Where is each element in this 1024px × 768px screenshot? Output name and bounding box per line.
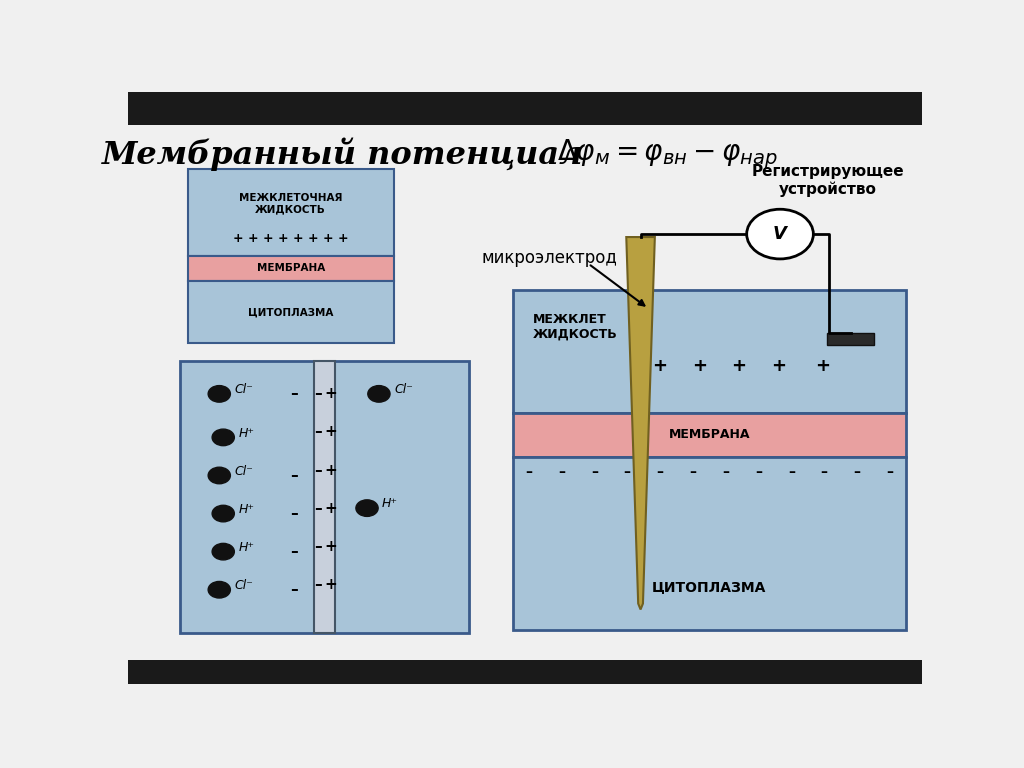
Text: –: –: [887, 465, 893, 478]
Text: H⁺: H⁺: [382, 498, 398, 511]
Text: Cl⁻: Cl⁻: [234, 579, 253, 592]
Circle shape: [368, 386, 390, 402]
Bar: [827, 333, 874, 346]
Circle shape: [208, 386, 230, 402]
Text: –: –: [314, 462, 322, 478]
Text: +: +: [325, 501, 337, 515]
Text: +: +: [325, 386, 337, 402]
Text: +: +: [731, 357, 746, 375]
Bar: [187, 257, 394, 280]
Text: +: +: [771, 357, 786, 375]
Text: +: +: [325, 538, 337, 554]
Text: Cl⁻: Cl⁻: [234, 383, 253, 396]
Text: ЦИТОПЛАЗМА: ЦИТОПЛАЗМА: [248, 307, 334, 317]
Text: +: +: [325, 577, 337, 592]
Text: –: –: [314, 425, 322, 439]
Text: микроэлектрод: микроэлектрод: [481, 249, 617, 266]
Bar: [179, 361, 469, 634]
Circle shape: [212, 544, 234, 560]
Circle shape: [208, 581, 230, 598]
Text: Регистрирующее
устройство: Регистрирующее устройство: [752, 164, 904, 197]
Text: –: –: [558, 465, 565, 478]
Text: H⁺: H⁺: [239, 503, 254, 516]
Text: –: –: [787, 465, 795, 478]
Text: –: –: [820, 465, 827, 478]
Text: +: +: [652, 357, 668, 375]
Text: –: –: [525, 465, 532, 478]
Text: –: –: [689, 465, 696, 478]
Text: –: –: [722, 465, 729, 478]
Text: Мембранный потенциал: Мембранный потенциал: [101, 137, 583, 171]
Text: Cl⁻: Cl⁻: [394, 383, 413, 396]
Text: –: –: [314, 577, 322, 592]
Text: +: +: [325, 425, 337, 439]
Text: МЕЖКЛЕТОЧНАЯ
ЖИДКОСТЬ: МЕЖКЛЕТОЧНАЯ ЖИДКОСТЬ: [239, 193, 342, 215]
Text: –: –: [290, 545, 298, 559]
Text: –: –: [656, 465, 664, 478]
Circle shape: [208, 467, 230, 484]
Text: –: –: [314, 386, 322, 402]
Bar: [513, 412, 905, 457]
Circle shape: [212, 505, 234, 521]
Text: +: +: [325, 462, 337, 478]
Bar: [513, 457, 905, 631]
Circle shape: [212, 429, 234, 445]
Text: –: –: [755, 465, 762, 478]
Bar: [313, 361, 335, 634]
Text: –: –: [290, 386, 298, 402]
Circle shape: [356, 500, 378, 516]
Text: –: –: [854, 465, 860, 478]
Text: –: –: [290, 506, 298, 521]
Text: –: –: [624, 465, 631, 478]
Text: –: –: [591, 465, 598, 478]
Text: МЕЖКЛЕТ
ЖИДКОСТЬ: МЕЖКЛЕТ ЖИДКОСТЬ: [532, 313, 617, 341]
Text: ЦИТОПЛАЗМА: ЦИТОПЛАЗМА: [652, 580, 767, 594]
Bar: [128, 92, 922, 124]
Bar: [513, 290, 905, 412]
Text: –: –: [290, 468, 298, 483]
Bar: [187, 280, 394, 343]
Text: V: V: [773, 225, 787, 243]
Text: H⁺: H⁺: [239, 541, 254, 554]
Text: –: –: [314, 538, 322, 554]
Text: –: –: [290, 582, 298, 598]
Circle shape: [746, 209, 813, 259]
Text: Cl⁻: Cl⁻: [234, 465, 253, 478]
Bar: [128, 660, 922, 684]
Text: –: –: [314, 501, 322, 515]
Text: + + + + + + + +: + + + + + + + +: [232, 232, 348, 245]
Bar: [187, 169, 394, 257]
Text: +: +: [815, 357, 829, 375]
Text: +: +: [692, 357, 707, 375]
Text: H⁺: H⁺: [239, 427, 254, 440]
Text: МЕМБРАНА: МЕМБРАНА: [669, 429, 750, 442]
Polygon shape: [627, 237, 655, 610]
Text: МЕМБРАНА: МЕМБРАНА: [257, 263, 325, 273]
Text: $\Delta\varphi_{\mathit{м}}=\varphi_{\mathit{вн}}-\varphi_{\mathit{нар}}$: $\Delta\varphi_{\mathit{м}}=\varphi_{\ma…: [557, 137, 778, 171]
